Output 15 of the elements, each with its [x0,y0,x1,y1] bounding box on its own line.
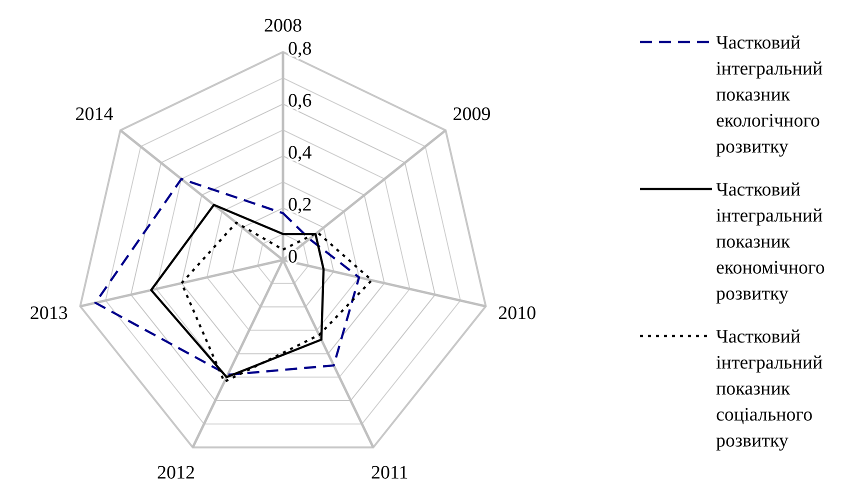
y-tick-label: 0 [288,246,298,268]
spoke-label: 2011 [370,462,408,484]
y-tick-label: 0,2 [288,194,312,216]
spoke-label: 2008 [264,16,302,37]
spoke-label: 2014 [75,104,114,126]
spoke-label: 2013 [30,302,68,324]
y-tick-label: 0,8 [288,38,312,60]
legend-label: Частковий інтегральний показник соціального розвитку [716,326,823,452]
spoke-label: 2010 [498,302,536,324]
y-tick-label: 0,6 [288,90,312,112]
legend-label: Частковий інтегральний показник екологічного розвитку [716,32,823,158]
spoke-label: 2012 [157,462,196,484]
legend-label: Частковий інтегральний показник економічного розвитку [716,180,825,305]
y-tick-label: 0,4 [288,142,312,164]
spoke-label: 2009 [452,104,491,126]
